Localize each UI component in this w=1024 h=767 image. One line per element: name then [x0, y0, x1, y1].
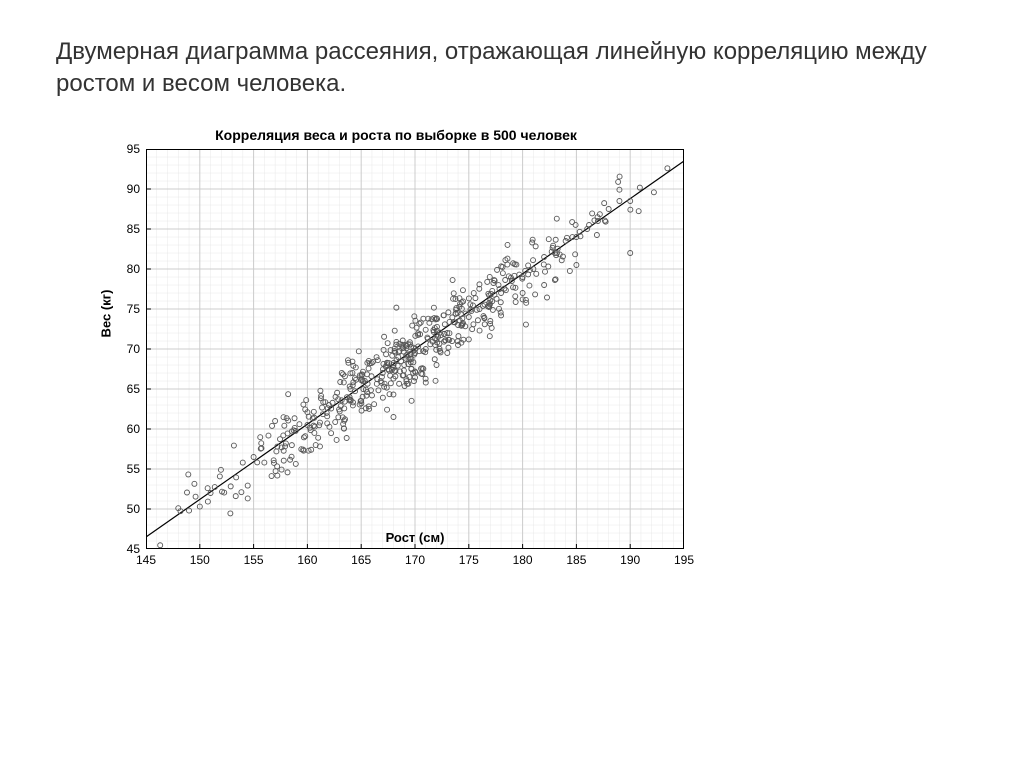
x-tick-label: 165: [351, 553, 371, 567]
x-tick-label: 195: [674, 553, 694, 567]
y-axis-label: Вес (кг): [96, 127, 116, 501]
x-axis-label: Рост (см): [146, 530, 684, 545]
y-tick-label: 45: [116, 542, 140, 556]
x-tick-label: 160: [297, 553, 317, 567]
y-tick-label: 60: [116, 422, 140, 436]
y-tick-label: 90: [116, 182, 140, 196]
x-tick-label: 150: [190, 553, 210, 567]
x-tick-label: 155: [244, 553, 264, 567]
y-tick-label: 75: [116, 302, 140, 316]
y-tick-label: 85: [116, 222, 140, 236]
x-tick-label: 185: [566, 553, 586, 567]
chart-svg: [146, 149, 684, 549]
y-tick-label: 95: [116, 142, 140, 156]
page-description: Двумерная диаграмма рассеяния, отражающа…: [56, 36, 968, 101]
y-tick-label: 65: [116, 382, 140, 396]
x-tick-label: 190: [620, 553, 640, 567]
y-tick-label: 80: [116, 262, 140, 276]
chart-title: Корреляция веса и роста по выборке в 500…: [86, 127, 706, 143]
y-tick-label: 50: [116, 502, 140, 516]
y-tick-label: 55: [116, 462, 140, 476]
scatter-chart: Корреляция веса и роста по выборке в 500…: [86, 127, 706, 549]
chart-plot-area: 145150155160165170175180185190195 455055…: [146, 149, 706, 549]
x-tick-label: 175: [459, 553, 479, 567]
y-tick-label: 70: [116, 342, 140, 356]
x-tick-label: 180: [513, 553, 533, 567]
x-tick-label: 170: [405, 553, 425, 567]
